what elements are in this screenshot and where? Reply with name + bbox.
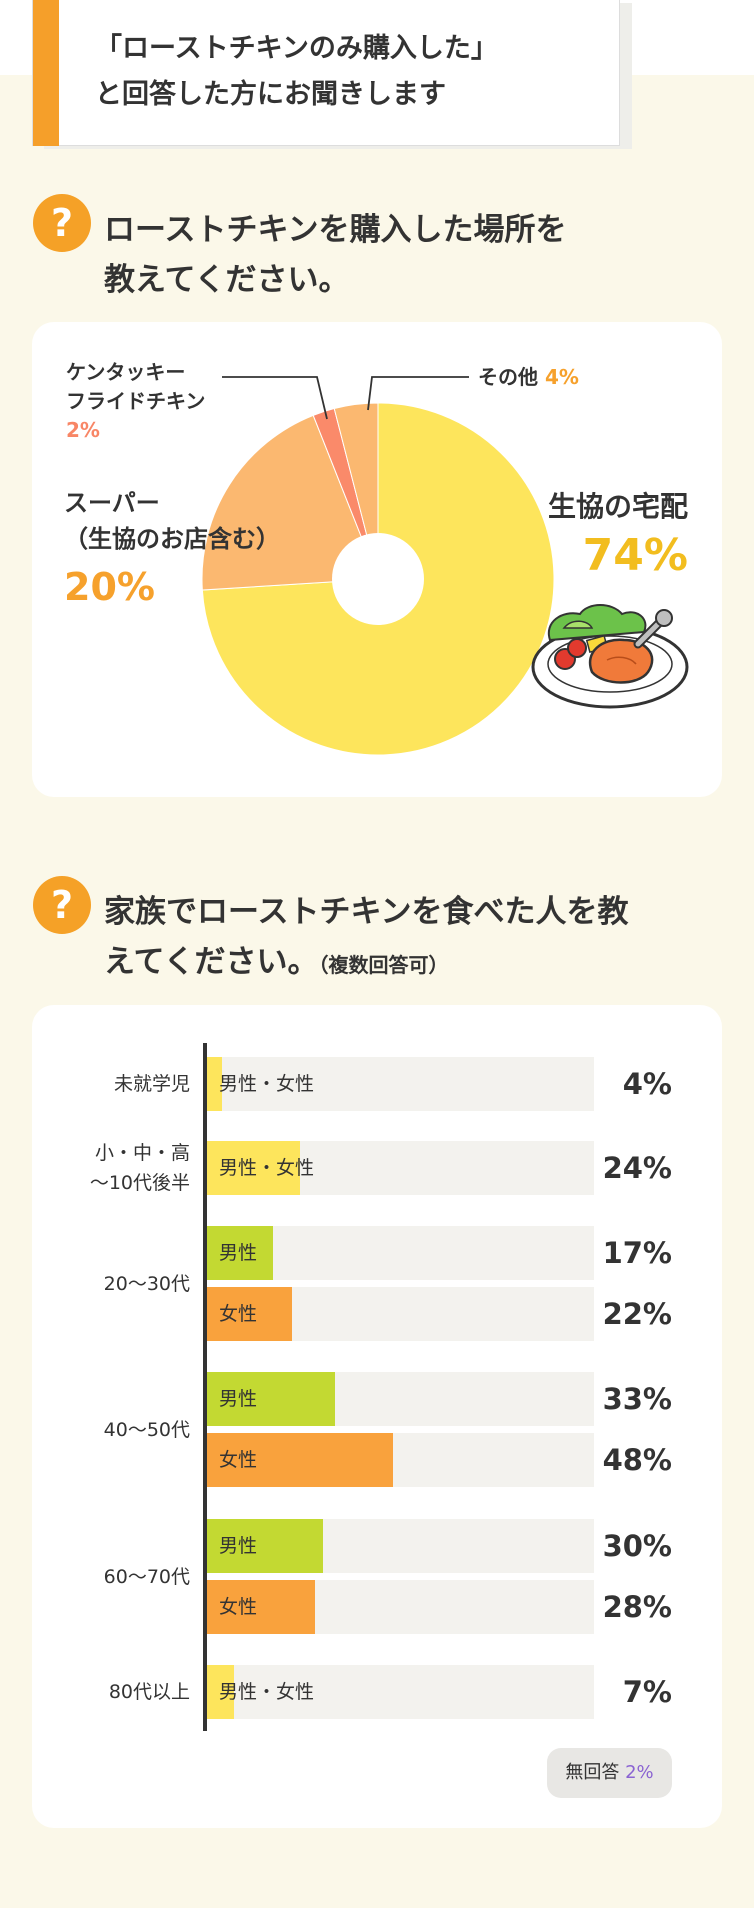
pie-label-kfc-line-2: フライドチキン (66, 389, 206, 413)
q2-note: （複数回答可） (318, 953, 449, 977)
bar (207, 1226, 273, 1280)
other-leader-line (367, 376, 469, 411)
group-label-line: 60〜70代 (103, 1565, 190, 1588)
bar-track: 女性 (207, 1580, 594, 1634)
bar-value-label: 22% (602, 1297, 672, 1331)
pie-value-coop: 74% (582, 530, 688, 581)
bar-track: 女性 (207, 1287, 594, 1341)
bar (207, 1433, 393, 1487)
group-label-line: 20〜30代 (103, 1272, 190, 1295)
group-label: 小・中・高〜10代後半 (90, 1138, 190, 1198)
bar-category-label: 男性 (219, 1535, 258, 1557)
bar (207, 1057, 223, 1111)
bar (207, 1372, 335, 1426)
bar-category-label: 女性 (219, 1449, 258, 1471)
no-answer-label: 無回答 (565, 1762, 620, 1783)
bar-track: 男性・女性 (207, 1665, 594, 1719)
group-label-line: 未就学児 (113, 1073, 190, 1095)
pie-value-kfc: 2% (66, 418, 100, 442)
group-label-line: 40〜50代 (103, 1418, 190, 1441)
header-title: 「ローストチキンのみ購入した」 と回答した方にお聞きします (95, 26, 498, 118)
pie-slice-super (201, 414, 379, 591)
bar-value-label: 17% (602, 1236, 672, 1270)
roast-chicken-plate-icon (531, 604, 689, 709)
bar-track: 男性・女性 (207, 1141, 594, 1195)
q1-line-2: 教えてください。 (104, 262, 350, 298)
pie-card: ケンタッキー フライドチキン 2% その他 4% スーパー （生協のお店含む） … (32, 322, 722, 797)
bar-category-label: 女性 (219, 1303, 258, 1325)
bar-category-label: 男性・女性 (219, 1073, 315, 1095)
pie-center-hole (332, 533, 424, 625)
group-label-line: 小・中・高 (94, 1142, 190, 1164)
q2-line-1: 家族でローストチキンを食べた人を教 (104, 894, 629, 930)
bar-category-label: 男性 (219, 1242, 258, 1264)
bar-track: 男性 (207, 1372, 594, 1426)
bar-category-label: 男性・女性 (219, 1681, 315, 1703)
pie-value-other: 4% (544, 365, 579, 389)
no-answer-value: 2% (625, 1762, 654, 1783)
bar-value-label: 30% (602, 1529, 672, 1563)
bar (207, 1287, 293, 1341)
group-label: 40〜50代 (104, 1415, 190, 1445)
bar-category-label: 男性・女性 (219, 1157, 315, 1179)
bar-value-label: 33% (602, 1382, 672, 1416)
bar-value-label: 7% (622, 1675, 672, 1709)
group-label: 20〜30代 (104, 1269, 190, 1299)
bar-track: 女性 (207, 1433, 594, 1487)
bar-chart-axis (203, 1043, 207, 1731)
bar-value-label: 48% (602, 1443, 672, 1477)
bar-category-label: 女性 (219, 1596, 258, 1618)
group-label: 80代以上 (109, 1677, 190, 1707)
bar-track: 男性・女性 (207, 1057, 594, 1111)
group-label: 60〜70代 (104, 1562, 190, 1592)
header-box: 「ローストチキンのみ購入した」 と回答した方にお聞きします (32, 0, 620, 146)
pie-label-other-text: その他 (478, 365, 538, 389)
header-accent-bar (33, 0, 59, 146)
bar (207, 1665, 235, 1719)
q2-title: 家族でローストチキンを食べた人を教 えてください。（複数回答可） (104, 887, 629, 990)
pie-label-other: その他 4% (478, 363, 579, 392)
no-answer-badge: 無回答 2% (547, 1748, 672, 1798)
question-mark-icon: ? (33, 194, 91, 252)
header-line-1: 「ローストチキンのみ購入した」 (95, 33, 498, 64)
q1-line-1: ローストチキンを購入した場所を (104, 212, 567, 248)
bar (207, 1519, 324, 1573)
header-line-2: と回答した方にお聞きします (95, 79, 446, 110)
bar-value-label: 28% (602, 1590, 672, 1624)
bar-track: 男性 (207, 1519, 594, 1573)
pie-label-super: スーパー （生協のお店含む） (64, 485, 280, 557)
q2-line-2: えてください。（複数回答可） (104, 937, 629, 990)
bar-track: 男性 (207, 1226, 594, 1280)
kfc-leader-line (222, 376, 328, 420)
bar-category-label: 男性 (219, 1388, 258, 1410)
pie-label-super-line-1: スーパー (64, 489, 160, 517)
group-label-line: 〜10代後半 (89, 1172, 190, 1194)
bar (207, 1580, 316, 1634)
question-mark-icon: ? (33, 876, 91, 934)
group-label-line: 80代以上 (108, 1681, 190, 1703)
bar (207, 1141, 300, 1195)
pie-chart (201, 376, 689, 756)
group-label: 未就学児 (114, 1069, 190, 1099)
q1-title: ローストチキンを購入した場所を 教えてください。 (104, 205, 567, 305)
pie-label-kfc: ケンタッキー フライドチキン 2% (66, 358, 205, 445)
q2-line-2-text: えてください。 (104, 944, 319, 980)
pie-value-super: 20% (64, 565, 155, 609)
bar-value-label: 4% (622, 1067, 672, 1101)
pie-label-super-line-2: （生協のお店含む） (64, 525, 280, 553)
pie-label-coop: 生協の宅配 (547, 490, 688, 523)
bar-value-label: 24% (602, 1151, 672, 1185)
pie-label-kfc-line-1: ケンタッキー (66, 360, 186, 384)
